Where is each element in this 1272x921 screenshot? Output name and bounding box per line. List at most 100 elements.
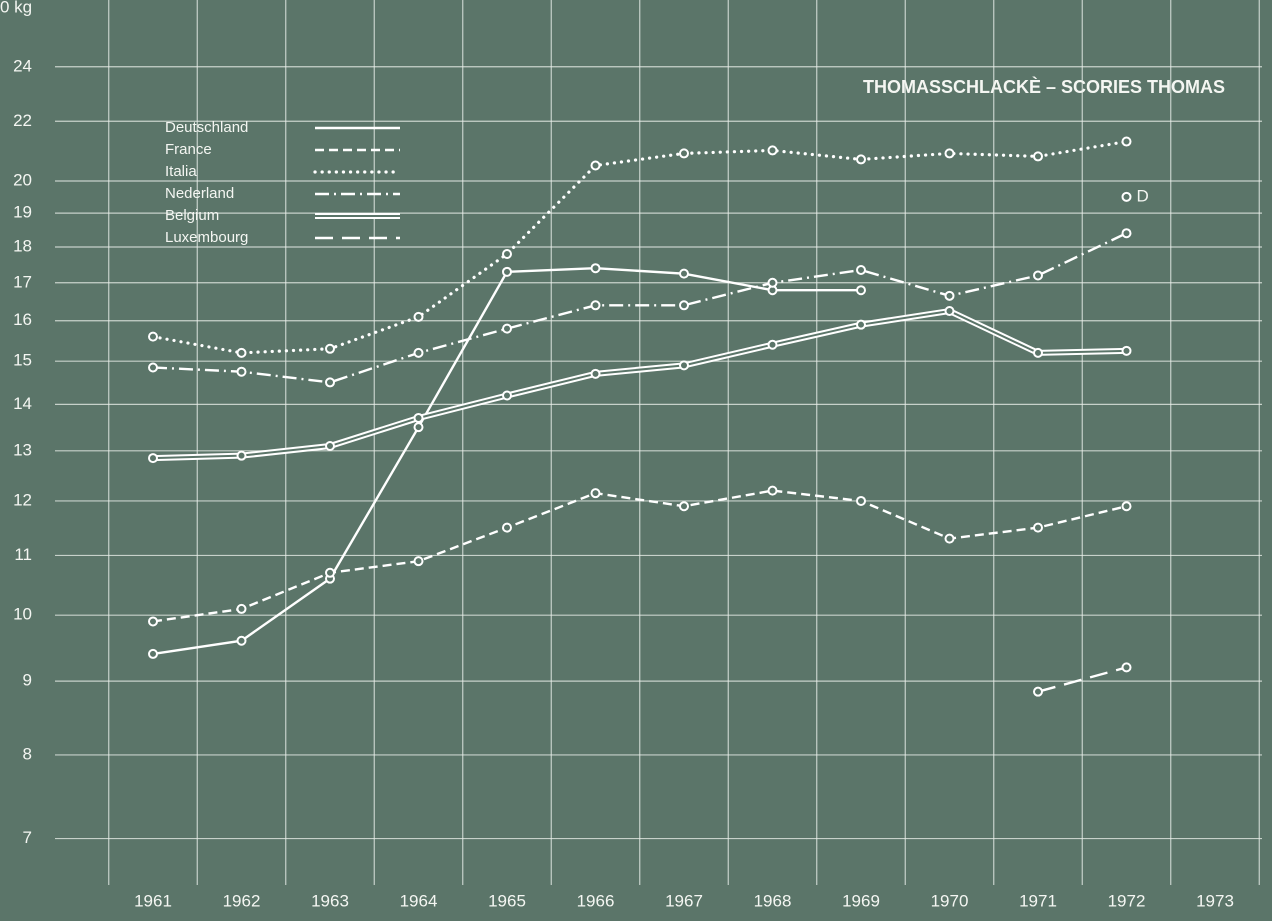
data-point [856,154,866,165]
x-tick-label: 1961 [134,891,172,910]
data-point [236,635,247,646]
data-point [148,453,158,464]
data-point [767,485,778,496]
series-line-inner [152,310,1127,460]
data-point [856,285,866,296]
data-point [325,441,335,452]
data-point [856,265,866,276]
y-tick-label: 10 [13,605,32,624]
data-point [1033,270,1043,281]
data-point [679,501,689,512]
annotation: D [1137,186,1149,205]
x-tick-label: 1973 [1196,891,1234,910]
data-point [236,603,247,614]
data-point [413,556,424,567]
data-point [236,366,247,377]
data-point [944,306,955,317]
y-tick-label: 24 [13,56,32,75]
data-point [1121,662,1132,673]
y-tick-label: 22 [13,111,32,130]
chart-title: THOMASSCHLACKÈ – SCORIES THOMAS [863,76,1225,97]
data-point [413,311,424,322]
series-line [151,139,1129,355]
y-tick-label: 13 [13,440,32,459]
data-point [1121,191,1132,202]
y-tick-label: 16 [13,310,32,329]
legend-label: Luxembourg [165,229,248,246]
series-line [152,232,1128,384]
x-tick-label: 1964 [400,891,438,910]
data-point [413,412,424,423]
data-point [325,377,335,388]
y-tick-label: 20 [13,170,32,189]
data-point [679,268,689,279]
x-tick-label: 1972 [1108,891,1146,910]
x-tick-label: 1965 [488,891,526,910]
series-line [1037,666,1127,693]
y-tick-label: 18 [13,236,32,255]
y-tick-label: 8 [23,744,32,763]
legend-label: Belgium [165,207,219,224]
x-tick-label: 1968 [754,891,792,910]
data-point [944,290,955,301]
data-point [590,160,601,171]
legend-label: France [165,141,212,158]
legend-label: Nederland [165,185,234,202]
data-point [944,533,955,544]
y-tick-label: 17 [13,272,32,291]
data-point [148,648,158,659]
data-point [1121,228,1132,239]
data-point [325,567,335,578]
x-tick-label: 1969 [842,891,880,910]
y-tick-label: 14 [13,394,32,413]
data-point [148,331,158,342]
data-point [413,347,424,358]
y-tick-label: 11 [14,545,32,564]
data-point [1121,345,1132,356]
data-point [856,319,866,330]
y-tick-label: 7 [23,828,32,847]
data-point [679,300,689,311]
data-point [679,148,689,159]
data-point [413,422,424,433]
data-point [148,362,158,373]
x-tick-label: 1971 [1019,891,1057,910]
data-point [1121,136,1132,147]
data-point [590,263,601,274]
data-point [236,450,247,461]
legend-label: Italia [165,163,197,180]
data-point [944,148,955,159]
data-point [856,495,866,506]
y-tick-label: 12 [13,490,32,509]
legend-label: Deutschland [165,119,248,136]
data-point [502,266,512,277]
data-point [1033,151,1043,162]
data-point [767,339,778,350]
data-point [1121,501,1132,512]
data-point [502,248,512,259]
x-tick-label: 1962 [223,891,261,910]
data-point [679,360,689,371]
x-tick-label: 1966 [577,891,615,910]
x-tick-label: 1970 [931,891,969,910]
data-point [1033,347,1043,358]
x-tick-label: 1963 [311,891,349,910]
data-point [502,522,512,533]
y-tick-label: 9 [23,671,32,690]
data-point [590,368,601,379]
data-point [236,347,247,358]
data-point [590,300,601,311]
data-point [1033,686,1043,697]
data-point [502,390,512,401]
series-line [152,489,1127,623]
y-tick-label: 15 [13,351,32,370]
data-point [502,323,512,334]
data-point [590,488,601,499]
y-axis-label: 0 kg [0,0,32,16]
data-point [767,145,778,156]
data-point [767,277,778,288]
data-point [325,343,335,354]
x-tick-label: 1967 [665,891,703,910]
